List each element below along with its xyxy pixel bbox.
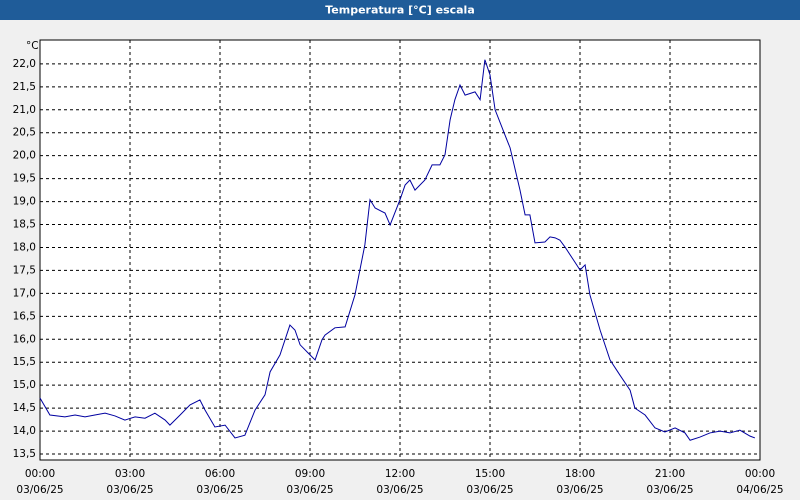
x-tick-label: 00:00 [25,468,55,480]
x-tick-label: 06:00 [205,468,235,480]
y-tick-label: 14,0 [13,425,36,437]
x-tick-date: 03/06/25 [376,484,423,496]
chart-title: Temperatura [°C] escala [325,4,475,17]
title-bar [0,0,800,20]
y-tick-label: 20,5 [13,127,36,139]
y-tick-label: 20,0 [13,150,36,162]
x-tick-label: 21:00 [655,468,685,480]
y-tick-label: 19,5 [13,173,36,185]
x-tick-date: 03/06/25 [196,484,243,496]
y-tick-label: 15,0 [13,379,36,391]
x-tick-date: 03/06/25 [106,484,153,496]
y-tick-label: 16,0 [13,333,36,345]
x-tick-date: 03/06/25 [16,484,63,496]
x-tick-date: 03/06/25 [646,484,693,496]
x-tick-date: 03/06/25 [286,484,333,496]
plot-border [39,39,761,461]
y-tick-label: 21,0 [13,104,36,116]
y-tick-label: 16,5 [13,310,36,322]
y-tick-label: 18,5 [13,219,36,231]
y-axis-label: °C [26,40,39,52]
x-tick-label: 09:00 [295,468,325,480]
data-line [39,59,756,441]
x-tick-label: 15:00 [475,468,505,480]
y-tick-label: 15,5 [13,356,36,368]
y-tick-label: 17,5 [13,264,36,276]
x-tick-label: 12:00 [385,468,415,480]
x-tick-label: 18:00 [565,468,595,480]
y-tick-label: 22,0 [13,58,36,70]
y-tick-label: 13,5 [13,448,36,460]
x-tick-label: 03:00 [115,468,145,480]
y-tick-label: 18,0 [13,241,36,253]
y-tick-label: 14,5 [13,402,36,414]
y-tick-label: 19,0 [13,196,36,208]
x-tick-date: 04/06/25 [736,484,783,496]
y-tick-label: 21,5 [13,81,36,93]
y-tick-label: 17,0 [13,287,36,299]
x-tick-date: 03/06/25 [466,484,513,496]
x-tick-label: 00:00 [745,468,775,480]
x-tick-date: 03/06/25 [556,484,603,496]
